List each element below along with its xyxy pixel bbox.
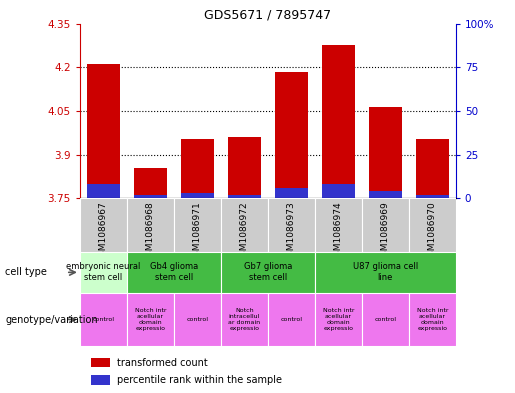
Bar — [416, 195, 449, 198]
Bar — [174, 293, 221, 346]
Bar — [181, 139, 214, 198]
Text: percentile rank within the sample: percentile rank within the sample — [117, 375, 282, 385]
Bar — [362, 293, 409, 346]
Bar — [409, 293, 456, 346]
Bar — [416, 139, 449, 198]
Bar — [134, 168, 167, 198]
Text: Notch
intracellul
ar domain
expressio: Notch intracellul ar domain expressio — [228, 308, 261, 331]
Bar — [362, 198, 409, 252]
Text: GSM1086967: GSM1086967 — [99, 201, 108, 262]
Text: GSM1086970: GSM1086970 — [428, 201, 437, 262]
Text: cell type: cell type — [5, 267, 47, 277]
Text: U87 glioma cell
line: U87 glioma cell line — [353, 262, 418, 282]
Bar — [87, 184, 120, 198]
Text: Notch intr
acellular
domain
expressio: Notch intr acellular domain expressio — [322, 308, 354, 331]
Bar — [80, 252, 127, 293]
Bar — [174, 198, 221, 252]
Bar — [127, 293, 174, 346]
Text: Gb4 glioma
stem cell: Gb4 glioma stem cell — [150, 262, 198, 282]
Text: Notch intr
acellular
domain
expressio: Notch intr acellular domain expressio — [417, 308, 448, 331]
Text: control: control — [280, 317, 302, 322]
Bar — [228, 195, 261, 198]
Text: embryonic neural
stem cell: embryonic neural stem cell — [66, 262, 141, 282]
Text: GSM1086971: GSM1086971 — [193, 201, 202, 262]
Bar — [221, 198, 268, 252]
Bar — [91, 375, 110, 385]
Text: genotype/variation: genotype/variation — [5, 314, 98, 325]
Bar — [80, 198, 127, 252]
Bar — [275, 188, 308, 198]
Text: GSM1086968: GSM1086968 — [146, 201, 155, 262]
Bar — [315, 252, 456, 293]
Bar — [228, 137, 261, 198]
Bar — [127, 252, 221, 293]
Bar — [369, 107, 402, 198]
Text: Notch intr
acellular
domain
expressio: Notch intr acellular domain expressio — [134, 308, 166, 331]
Bar — [322, 46, 355, 198]
Bar — [315, 293, 362, 346]
Text: GSM1086973: GSM1086973 — [287, 201, 296, 262]
Bar — [268, 198, 315, 252]
Bar — [268, 293, 315, 346]
Text: GSM1086972: GSM1086972 — [240, 201, 249, 262]
Bar — [127, 198, 174, 252]
Bar — [87, 64, 120, 198]
Bar — [134, 195, 167, 198]
Title: GDS5671 / 7895747: GDS5671 / 7895747 — [204, 8, 331, 21]
Bar — [315, 198, 362, 252]
Bar — [221, 252, 315, 293]
Text: transformed count: transformed count — [117, 358, 208, 367]
Bar — [409, 198, 456, 252]
Bar — [80, 293, 127, 346]
Bar — [91, 358, 110, 367]
Bar — [181, 193, 214, 198]
Text: control: control — [186, 317, 208, 322]
Bar — [322, 184, 355, 198]
Text: control: control — [374, 317, 396, 322]
Text: control: control — [92, 317, 114, 322]
Bar — [221, 293, 268, 346]
Text: GSM1086969: GSM1086969 — [381, 201, 390, 262]
Text: GSM1086974: GSM1086974 — [334, 201, 343, 262]
Text: Gb7 glioma
stem cell: Gb7 glioma stem cell — [244, 262, 292, 282]
Bar — [275, 72, 308, 198]
Bar — [369, 191, 402, 198]
